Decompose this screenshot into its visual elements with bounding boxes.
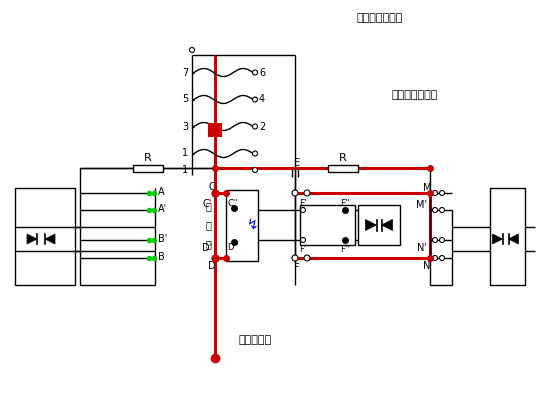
Circle shape <box>252 168 257 172</box>
Text: F'': F'' <box>340 244 350 254</box>
Circle shape <box>433 190 438 196</box>
Text: F': F' <box>299 244 306 254</box>
Text: N: N <box>423 261 431 271</box>
Text: 中性点引出: 中性点引出 <box>239 335 271 345</box>
Text: E: E <box>294 158 300 168</box>
Text: M': M' <box>416 200 427 210</box>
Bar <box>15 188 75 285</box>
Text: 主: 主 <box>205 201 211 211</box>
Text: R: R <box>144 153 152 163</box>
Text: 5: 5 <box>181 94 188 104</box>
Text: ↯: ↯ <box>247 218 259 232</box>
Circle shape <box>439 238 445 242</box>
Circle shape <box>304 255 310 261</box>
Text: C': C' <box>203 199 212 209</box>
Circle shape <box>252 124 257 129</box>
Polygon shape <box>27 234 37 244</box>
Text: 7: 7 <box>181 68 188 78</box>
Polygon shape <box>508 234 518 244</box>
Circle shape <box>433 238 438 242</box>
Bar <box>300 205 355 245</box>
Text: R: R <box>338 153 347 163</box>
Text: 6: 6 <box>259 68 265 78</box>
Bar <box>208 123 222 137</box>
Polygon shape <box>493 234 502 244</box>
Circle shape <box>433 256 438 260</box>
Text: F: F <box>294 263 300 273</box>
Text: M: M <box>423 183 431 193</box>
Circle shape <box>439 256 445 260</box>
Polygon shape <box>382 220 392 230</box>
Polygon shape <box>45 234 55 244</box>
Text: 变压器调压绕组: 变压器调压绕组 <box>357 13 403 23</box>
Text: E'': E'' <box>340 198 350 208</box>
Bar <box>226 190 258 261</box>
Text: B': B' <box>158 234 167 244</box>
Text: D': D' <box>202 243 212 253</box>
Text: 拔: 拔 <box>205 220 211 230</box>
Text: B: B <box>158 252 165 262</box>
Circle shape <box>433 208 438 212</box>
Circle shape <box>300 208 306 212</box>
Text: E': E' <box>299 198 307 208</box>
Circle shape <box>252 70 257 75</box>
Text: 关: 关 <box>205 239 211 249</box>
Text: N': N' <box>417 243 427 253</box>
Bar <box>132 164 162 172</box>
Text: C: C <box>209 182 215 192</box>
Text: 2: 2 <box>259 122 265 132</box>
Text: D'': D'' <box>227 244 238 252</box>
Circle shape <box>252 97 257 102</box>
Circle shape <box>292 190 298 196</box>
Bar <box>490 188 525 285</box>
Text: 3: 3 <box>182 122 188 132</box>
Circle shape <box>252 151 257 156</box>
Bar <box>328 164 358 172</box>
Polygon shape <box>366 220 377 230</box>
Bar <box>358 205 400 245</box>
Text: C'': C'' <box>227 200 238 208</box>
Text: 1: 1 <box>182 148 188 158</box>
Circle shape <box>190 48 195 52</box>
Text: D: D <box>208 261 216 271</box>
Text: 1: 1 <box>182 165 188 175</box>
Circle shape <box>304 190 310 196</box>
Circle shape <box>439 190 445 196</box>
Text: A: A <box>158 187 165 197</box>
Circle shape <box>439 208 445 212</box>
Circle shape <box>300 238 306 242</box>
Circle shape <box>292 255 298 261</box>
Text: 4: 4 <box>259 94 265 104</box>
Text: A': A' <box>158 204 167 214</box>
Text: 分接开关选择器: 分接开关选择器 <box>392 90 438 100</box>
